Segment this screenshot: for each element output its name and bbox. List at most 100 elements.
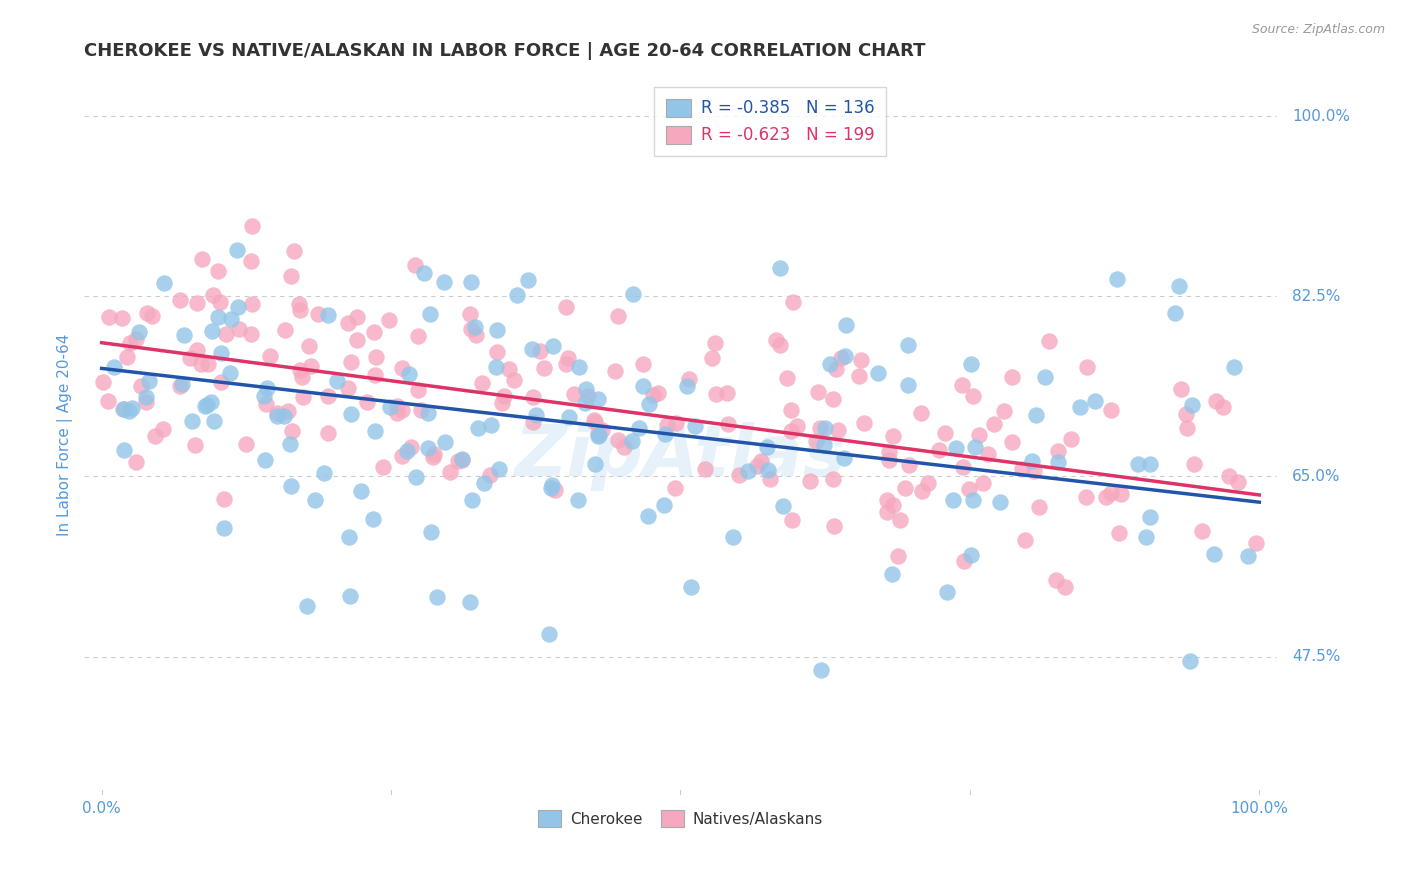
Point — [1135, 530, 1157, 544]
Point — [117, 403, 139, 417]
Point — [756, 463, 779, 477]
Point — [1076, 359, 1098, 374]
Point — [628, 421, 651, 435]
Point — [135, 390, 157, 404]
Point — [337, 530, 360, 544]
Point — [897, 338, 920, 352]
Point — [346, 310, 368, 324]
Point — [195, 398, 218, 412]
Point — [529, 344, 551, 359]
Point — [240, 219, 263, 233]
Point — [647, 386, 669, 401]
Point — [121, 401, 143, 415]
Point — [522, 342, 544, 356]
Point — [364, 351, 387, 365]
Point — [993, 403, 1015, 417]
Point — [97, 393, 120, 408]
Point — [136, 306, 159, 320]
Point — [339, 589, 361, 603]
Point — [464, 320, 486, 334]
Point — [541, 477, 564, 491]
Point — [990, 495, 1012, 509]
Point — [432, 275, 454, 289]
Y-axis label: In Labor Force | Age 20-64: In Labor Force | Age 20-64 — [58, 334, 73, 536]
Point — [114, 402, 136, 417]
Point — [882, 429, 904, 443]
Point — [339, 407, 361, 421]
Point — [479, 418, 502, 433]
Point — [693, 462, 716, 476]
Point — [1045, 573, 1067, 587]
Point — [1069, 400, 1091, 414]
Legend: Cherokee, Natives/Alaskans: Cherokee, Natives/Alaskans — [530, 803, 831, 835]
Point — [405, 470, 427, 484]
Point — [391, 361, 413, 376]
Point — [737, 464, 759, 478]
Point — [152, 422, 174, 436]
Point — [977, 447, 1000, 461]
Point — [422, 450, 444, 465]
Point — [522, 390, 544, 404]
Point — [823, 472, 845, 486]
Point — [240, 297, 263, 311]
Point — [952, 459, 974, 474]
Point — [643, 388, 665, 402]
Point — [934, 426, 956, 441]
Point — [170, 377, 193, 392]
Point — [876, 492, 898, 507]
Point — [631, 357, 654, 371]
Point — [678, 372, 700, 386]
Point — [928, 442, 950, 457]
Point — [657, 418, 679, 433]
Point — [679, 581, 702, 595]
Point — [478, 467, 501, 482]
Point — [288, 303, 311, 318]
Point — [291, 370, 314, 384]
Point — [810, 663, 832, 677]
Point — [1139, 457, 1161, 471]
Point — [299, 359, 322, 373]
Point — [406, 329, 429, 343]
Point — [209, 346, 232, 360]
Point — [564, 386, 586, 401]
Point — [877, 445, 900, 459]
Point — [288, 297, 311, 311]
Point — [1053, 580, 1076, 594]
Point — [356, 395, 378, 409]
Point — [882, 498, 904, 512]
Point — [434, 435, 457, 450]
Point — [728, 467, 751, 482]
Point — [517, 273, 540, 287]
Point — [280, 479, 302, 493]
Point — [153, 276, 176, 290]
Point — [214, 327, 236, 342]
Point — [266, 409, 288, 423]
Point — [1094, 490, 1116, 504]
Point — [782, 513, 804, 527]
Point — [540, 481, 562, 495]
Point — [1076, 490, 1098, 504]
Point — [291, 390, 314, 404]
Point — [813, 438, 835, 452]
Point — [117, 351, 139, 365]
Point — [576, 388, 599, 402]
Point — [818, 357, 841, 371]
Point — [893, 481, 915, 495]
Point — [567, 492, 589, 507]
Point — [664, 481, 686, 495]
Point — [1180, 398, 1202, 412]
Point — [637, 509, 659, 524]
Point — [506, 287, 529, 301]
Point — [1011, 462, 1033, 476]
Point — [1128, 457, 1150, 471]
Point — [868, 366, 890, 380]
Point — [1191, 524, 1213, 538]
Point — [318, 308, 340, 322]
Point — [378, 400, 401, 414]
Point — [786, 419, 808, 434]
Text: 47.5%: 47.5% — [1292, 649, 1340, 664]
Point — [723, 530, 745, 544]
Point — [952, 554, 974, 568]
Point — [631, 379, 654, 393]
Point — [824, 361, 846, 376]
